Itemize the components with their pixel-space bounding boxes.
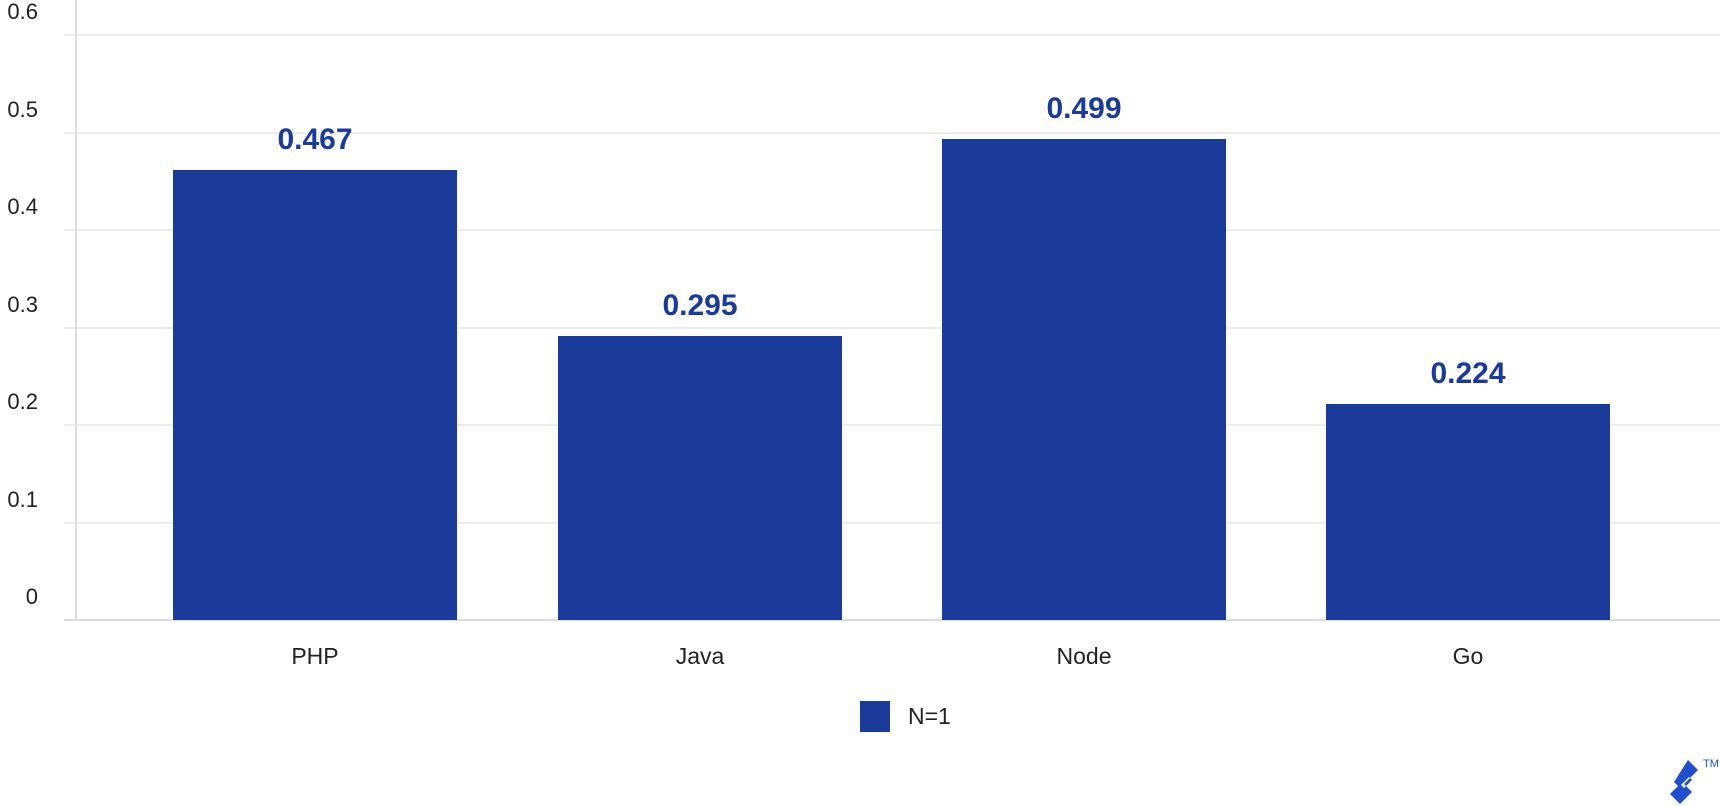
trademark-label: TM xyxy=(1703,758,1719,770)
x-tick-label: Go xyxy=(1452,643,1484,669)
y-tick-label: 0.1 xyxy=(7,486,38,512)
y-tick-label: 0.3 xyxy=(7,291,38,317)
y-tick-label: 0.6 xyxy=(7,0,38,24)
bar-go xyxy=(1326,404,1610,620)
y-tick-label: 0.5 xyxy=(7,96,38,122)
gridline xyxy=(64,619,1720,621)
gridline xyxy=(64,34,1720,36)
toptal-logo-icon xyxy=(1670,760,1698,804)
y-tick-label: 0 xyxy=(25,584,38,609)
legend: N=1 xyxy=(860,701,951,732)
x-tick-label: PHP xyxy=(291,643,339,669)
bar-php xyxy=(173,170,457,620)
gridline xyxy=(64,229,1720,231)
gridline xyxy=(64,131,1720,134)
bar-node xyxy=(942,139,1226,620)
x-tick-label: Java xyxy=(675,643,725,669)
y-tick-label: 0.2 xyxy=(7,389,38,414)
x-tick-label: Node xyxy=(1056,643,1112,669)
bar-java xyxy=(558,335,842,620)
y-axis-line xyxy=(75,0,77,621)
gridline xyxy=(64,521,1720,524)
bar-value-label: 0.295 xyxy=(662,288,738,322)
gridline xyxy=(64,326,1720,329)
legend-swatch xyxy=(860,701,890,732)
bar-value-label: 0.224 xyxy=(1430,357,1506,391)
gridline xyxy=(64,424,1720,426)
y-tick-label: 0.4 xyxy=(7,194,38,219)
legend-label: N=1 xyxy=(908,703,951,729)
bar-value-label: 0.499 xyxy=(1046,92,1122,126)
bar-value-label: 0.467 xyxy=(277,123,353,157)
